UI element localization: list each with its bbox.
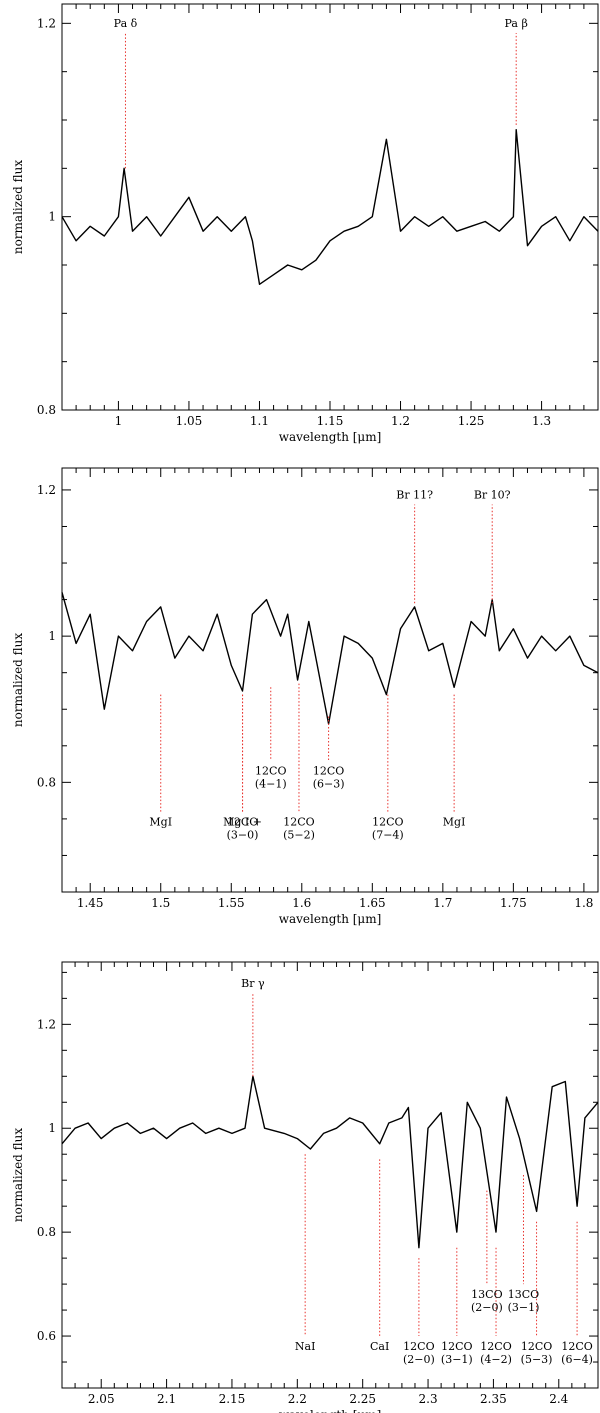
- panel-1-y-tick-label: 0.8: [37, 403, 56, 417]
- panel-3-line-13co-3-1-label: 13CO: [508, 1288, 539, 1301]
- panel-3-frame: [61, 961, 599, 1389]
- panel-1-spectrum-line: [61, 129, 599, 285]
- panel-3-line-13co-2-0-transition: (2−0): [471, 1301, 503, 1314]
- panel-2: 1.45 1.5 1.55 1.6 1.65 1.7 1.75 1.8 0.8 1 1.2 wavel…: [11, 467, 599, 926]
- panel-3-line-cai-label: CaI: [370, 1340, 389, 1353]
- panel-1-x-tick-label: 1.05: [176, 414, 203, 428]
- panel-1-x-tick-label: 1: [115, 414, 123, 428]
- panel-3-y-tick-label: 1: [48, 1121, 56, 1135]
- panel-3: 2.05 2.1 2.15 2.2 2.25 2.3 2.35 2.4 0.6 0.8 1 1.2 wa…: [11, 961, 599, 1413]
- panel-1-x-tick-label: 1.2: [391, 414, 410, 428]
- panel-2-x-axis-title: wavelength [μm]: [279, 912, 382, 926]
- panel-3-line-12co-3-1-label: 12CO: [441, 1340, 472, 1353]
- panel-3-line-12co-5-3-transition: (5−3): [521, 1353, 553, 1366]
- panel-1-y-tick-label: 1: [48, 210, 56, 224]
- panel-3-line-12co-6-4-transition: (6−4): [561, 1353, 593, 1366]
- panel-3-line-12co-5-3-label: 12CO: [521, 1340, 552, 1353]
- panel-3-x-tick-label: 2.2: [288, 1392, 307, 1406]
- panel-3-x-tick-label: 2.1: [157, 1392, 176, 1406]
- panel-3-x-tick-label: 2.3: [419, 1392, 438, 1406]
- panel-2-line-12co-7-4-transition: (7−4): [372, 829, 404, 842]
- panel-2-x-tick-label: 1.75: [500, 896, 527, 910]
- panel-2-line-12co-6-3-label: 12CO: [313, 764, 344, 777]
- panel-2-y-tick-label: 0.8: [37, 775, 56, 789]
- panel-3-line-nai-label: NaI: [295, 1340, 316, 1353]
- panel-1-x-tick-label: 1.15: [317, 414, 344, 428]
- panel-3-spectrum-line: [61, 1075, 599, 1249]
- panel-1-x-tick-label: 1.1: [250, 414, 269, 428]
- panel-3-y-tick-label: 0.6: [37, 1329, 56, 1343]
- panel-1-x-tick-label: 1.3: [532, 414, 551, 428]
- panel-1-y-axis-title: normalized flux: [11, 160, 25, 255]
- panel-2-x-tick-label: 1.5: [151, 896, 170, 910]
- panel-3-x-tick-label: 2.15: [219, 1392, 246, 1406]
- panel-3-y-axis-title: normalized flux: [11, 1128, 25, 1223]
- panel-3-line-12co-4-2-transition: (4−2): [480, 1353, 512, 1366]
- panel-3-line-br-label: Br γ: [241, 977, 265, 990]
- panel-2-line-12co-4-1-label: 12CO: [255, 764, 286, 777]
- panel-2-x-tick-label: 1.55: [218, 896, 245, 910]
- panel-2-spectrum-line: [61, 592, 599, 725]
- panel-3-x-tick-label: 2.35: [480, 1392, 507, 1406]
- panel-3-x-tick-label: 2.05: [88, 1392, 115, 1406]
- panel-3-line-12co-4-2-label: 12CO: [480, 1340, 511, 1353]
- panel-1-line-pa-label: Pa β: [505, 17, 528, 30]
- panel-1: 1 1.05 1.1 1.15 1.2 1.25 1.3 0.8 1 1.2 wavelength …: [11, 3, 599, 444]
- panel-2-y-axis-title: normalized flux: [11, 633, 25, 728]
- panel-2-line-mg-i-label: Mg I +: [223, 816, 262, 829]
- panel-3-line-12co-2-0-transition: (2−0): [403, 1353, 435, 1366]
- panel-2-line-12co-3-0-label: 12CO: [227, 816, 258, 829]
- panel-3-line-13co-3-1-transition: (3−1): [508, 1301, 540, 1314]
- panel-3-line-12co-2-0-label: 12CO: [403, 1340, 434, 1353]
- panel-3-x-tick-label: 2.25: [349, 1392, 376, 1406]
- panel-2-line-br-11-label: Br 11?: [396, 489, 433, 502]
- panel-2-line-mgi-label: MgI: [149, 816, 172, 829]
- panel-2-line-br-10-label: Br 10?: [474, 489, 511, 502]
- panel-2-line-12co-5-2-transition: (5−2): [283, 829, 315, 842]
- panel-3-line-12co-3-1-transition: (3−1): [441, 1353, 473, 1366]
- panel-2-y-tick-label: 1.2: [37, 483, 56, 497]
- panel-2-line-12co-4-1-transition: (4−1): [255, 777, 287, 790]
- panel-2-x-tick-label: 1.65: [359, 896, 386, 910]
- panel-3-line-12co-6-4-label: 12CO: [561, 1340, 592, 1353]
- panel-1-y-tick-label: 1.2: [37, 16, 56, 30]
- panel-3-y-tick-label: 1.2: [37, 1017, 56, 1031]
- panel-2-line-12co-6-3-transition: (6−3): [313, 777, 345, 790]
- panel-3-y-tick-label: 0.8: [37, 1225, 56, 1239]
- panel-2-x-tick-label: 1.45: [77, 896, 104, 910]
- panel-2-x-tick-label: 1.6: [292, 896, 311, 910]
- panel-1-frame: [61, 3, 599, 411]
- panel-2-line-12co-7-4-label: 12CO: [372, 816, 403, 829]
- panel-2-x-tick-label: 1.8: [574, 896, 593, 910]
- panel-2-x-tick-label: 1.7: [433, 896, 452, 910]
- panel-1-x-axis-title: wavelength [μm]: [279, 430, 382, 444]
- panel-1-line-pa-label: Pa δ: [114, 17, 138, 30]
- panel-2-frame: [61, 467, 599, 893]
- panel-3-x-axis-title: wavelength [μm]: [279, 1408, 382, 1413]
- panel-2-line-12co-3-0-transition: (3−0): [227, 829, 259, 842]
- panel-3-line-13co-2-0-label: 13CO: [471, 1288, 502, 1301]
- panel-2-y-tick-label: 1: [48, 629, 56, 643]
- panel-3-x-tick-label: 2.4: [549, 1392, 568, 1406]
- panel-2-line-mgi-label: MgI: [443, 816, 466, 829]
- panel-1-x-tick-label: 1.25: [458, 414, 485, 428]
- panel-2-line-12co-5-2-label: 12CO: [283, 816, 314, 829]
